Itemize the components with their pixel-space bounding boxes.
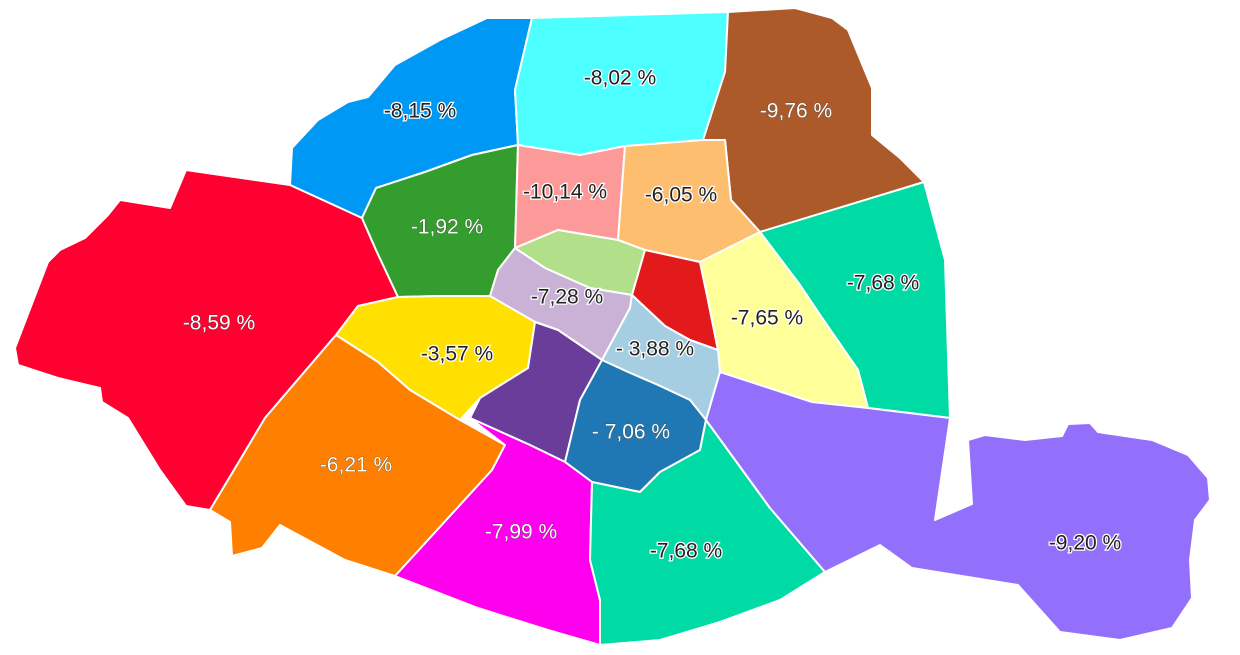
district-magenta[interactable] [394, 417, 601, 646]
district-s-teal[interactable] [589, 419, 826, 646]
district-se-violet[interactable] [705, 371, 1211, 641]
label-yellow-light: -7,65 % [731, 307, 803, 330]
label-magenta: -7,99 % [485, 521, 557, 544]
label-se-violet: -9,20 % [1049, 532, 1121, 555]
label-yellow: -3,57 % [421, 343, 493, 366]
label-orange-light: -6,05 % [645, 184, 717, 207]
label-nw-blue: -8,15 % [384, 100, 456, 123]
label-center-lilac: -7,28 % [531, 286, 603, 309]
label-e-teal: -7,68 % [847, 272, 919, 295]
label-ne-brown: -9,76 % [760, 100, 832, 123]
label-blue: - 7,06 % [592, 421, 670, 444]
district-sw-orange[interactable] [209, 334, 506, 577]
label-w-red: -8,59 % [183, 312, 255, 335]
label-s-teal: -7,68 % [650, 540, 722, 563]
label-n-cyan: -8,02 % [584, 67, 656, 90]
label-sw-orange: -6,21 % [320, 454, 392, 477]
label-green: -1,92 % [411, 216, 483, 239]
label-pink: -10,14 % [523, 181, 607, 204]
label-light-blue: - 3,88 % [616, 338, 694, 361]
